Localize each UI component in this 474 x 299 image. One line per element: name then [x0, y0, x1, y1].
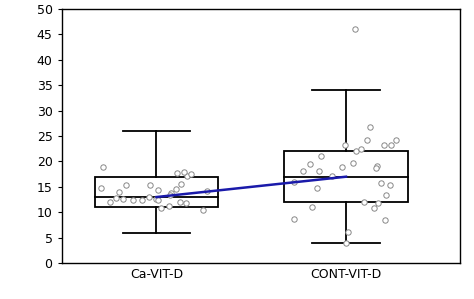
Point — [357, 146, 365, 151]
Point — [373, 164, 381, 168]
Point — [382, 218, 389, 223]
Point — [116, 190, 123, 195]
Point — [200, 208, 207, 212]
Point — [360, 199, 367, 204]
Point — [113, 196, 120, 200]
Point — [107, 200, 114, 205]
Point — [349, 161, 357, 165]
Point — [306, 162, 314, 167]
Point — [145, 195, 153, 199]
Point — [165, 204, 173, 209]
Point — [313, 185, 320, 190]
Point — [370, 206, 378, 210]
Point — [99, 165, 107, 170]
Point — [290, 180, 298, 184]
Point — [342, 240, 350, 245]
Point — [177, 181, 185, 186]
Point — [374, 201, 382, 205]
Point — [182, 201, 189, 206]
Point — [166, 193, 173, 197]
Point — [129, 198, 137, 203]
Point — [291, 216, 298, 221]
Point — [183, 174, 191, 179]
Point — [392, 138, 400, 142]
Point — [352, 148, 360, 153]
Point — [97, 186, 105, 190]
Point — [317, 153, 324, 158]
Point — [138, 198, 146, 202]
Point — [153, 196, 160, 201]
Point — [146, 183, 154, 188]
Point — [328, 174, 336, 179]
Point — [119, 196, 127, 201]
Point — [341, 142, 349, 147]
Point — [373, 166, 380, 170]
Point — [315, 169, 322, 173]
Point — [352, 27, 359, 32]
Point — [338, 164, 346, 169]
Point — [177, 200, 184, 205]
Point — [181, 169, 188, 174]
Point — [157, 205, 165, 210]
Point — [203, 189, 211, 194]
Point — [122, 182, 129, 187]
Point — [387, 143, 394, 148]
Point — [188, 172, 195, 176]
Point — [154, 198, 162, 202]
Point — [344, 229, 352, 234]
Point — [154, 187, 162, 192]
Point — [172, 187, 180, 192]
Point — [364, 137, 371, 142]
Point — [173, 171, 181, 176]
Point — [382, 192, 390, 197]
Point — [378, 180, 385, 185]
Point — [168, 190, 175, 195]
Point — [386, 183, 393, 188]
Point — [300, 168, 307, 173]
Point — [308, 205, 316, 210]
Point — [380, 143, 388, 147]
Point — [367, 124, 374, 129]
Bar — [284, 151, 408, 202]
Bar — [95, 177, 218, 207]
